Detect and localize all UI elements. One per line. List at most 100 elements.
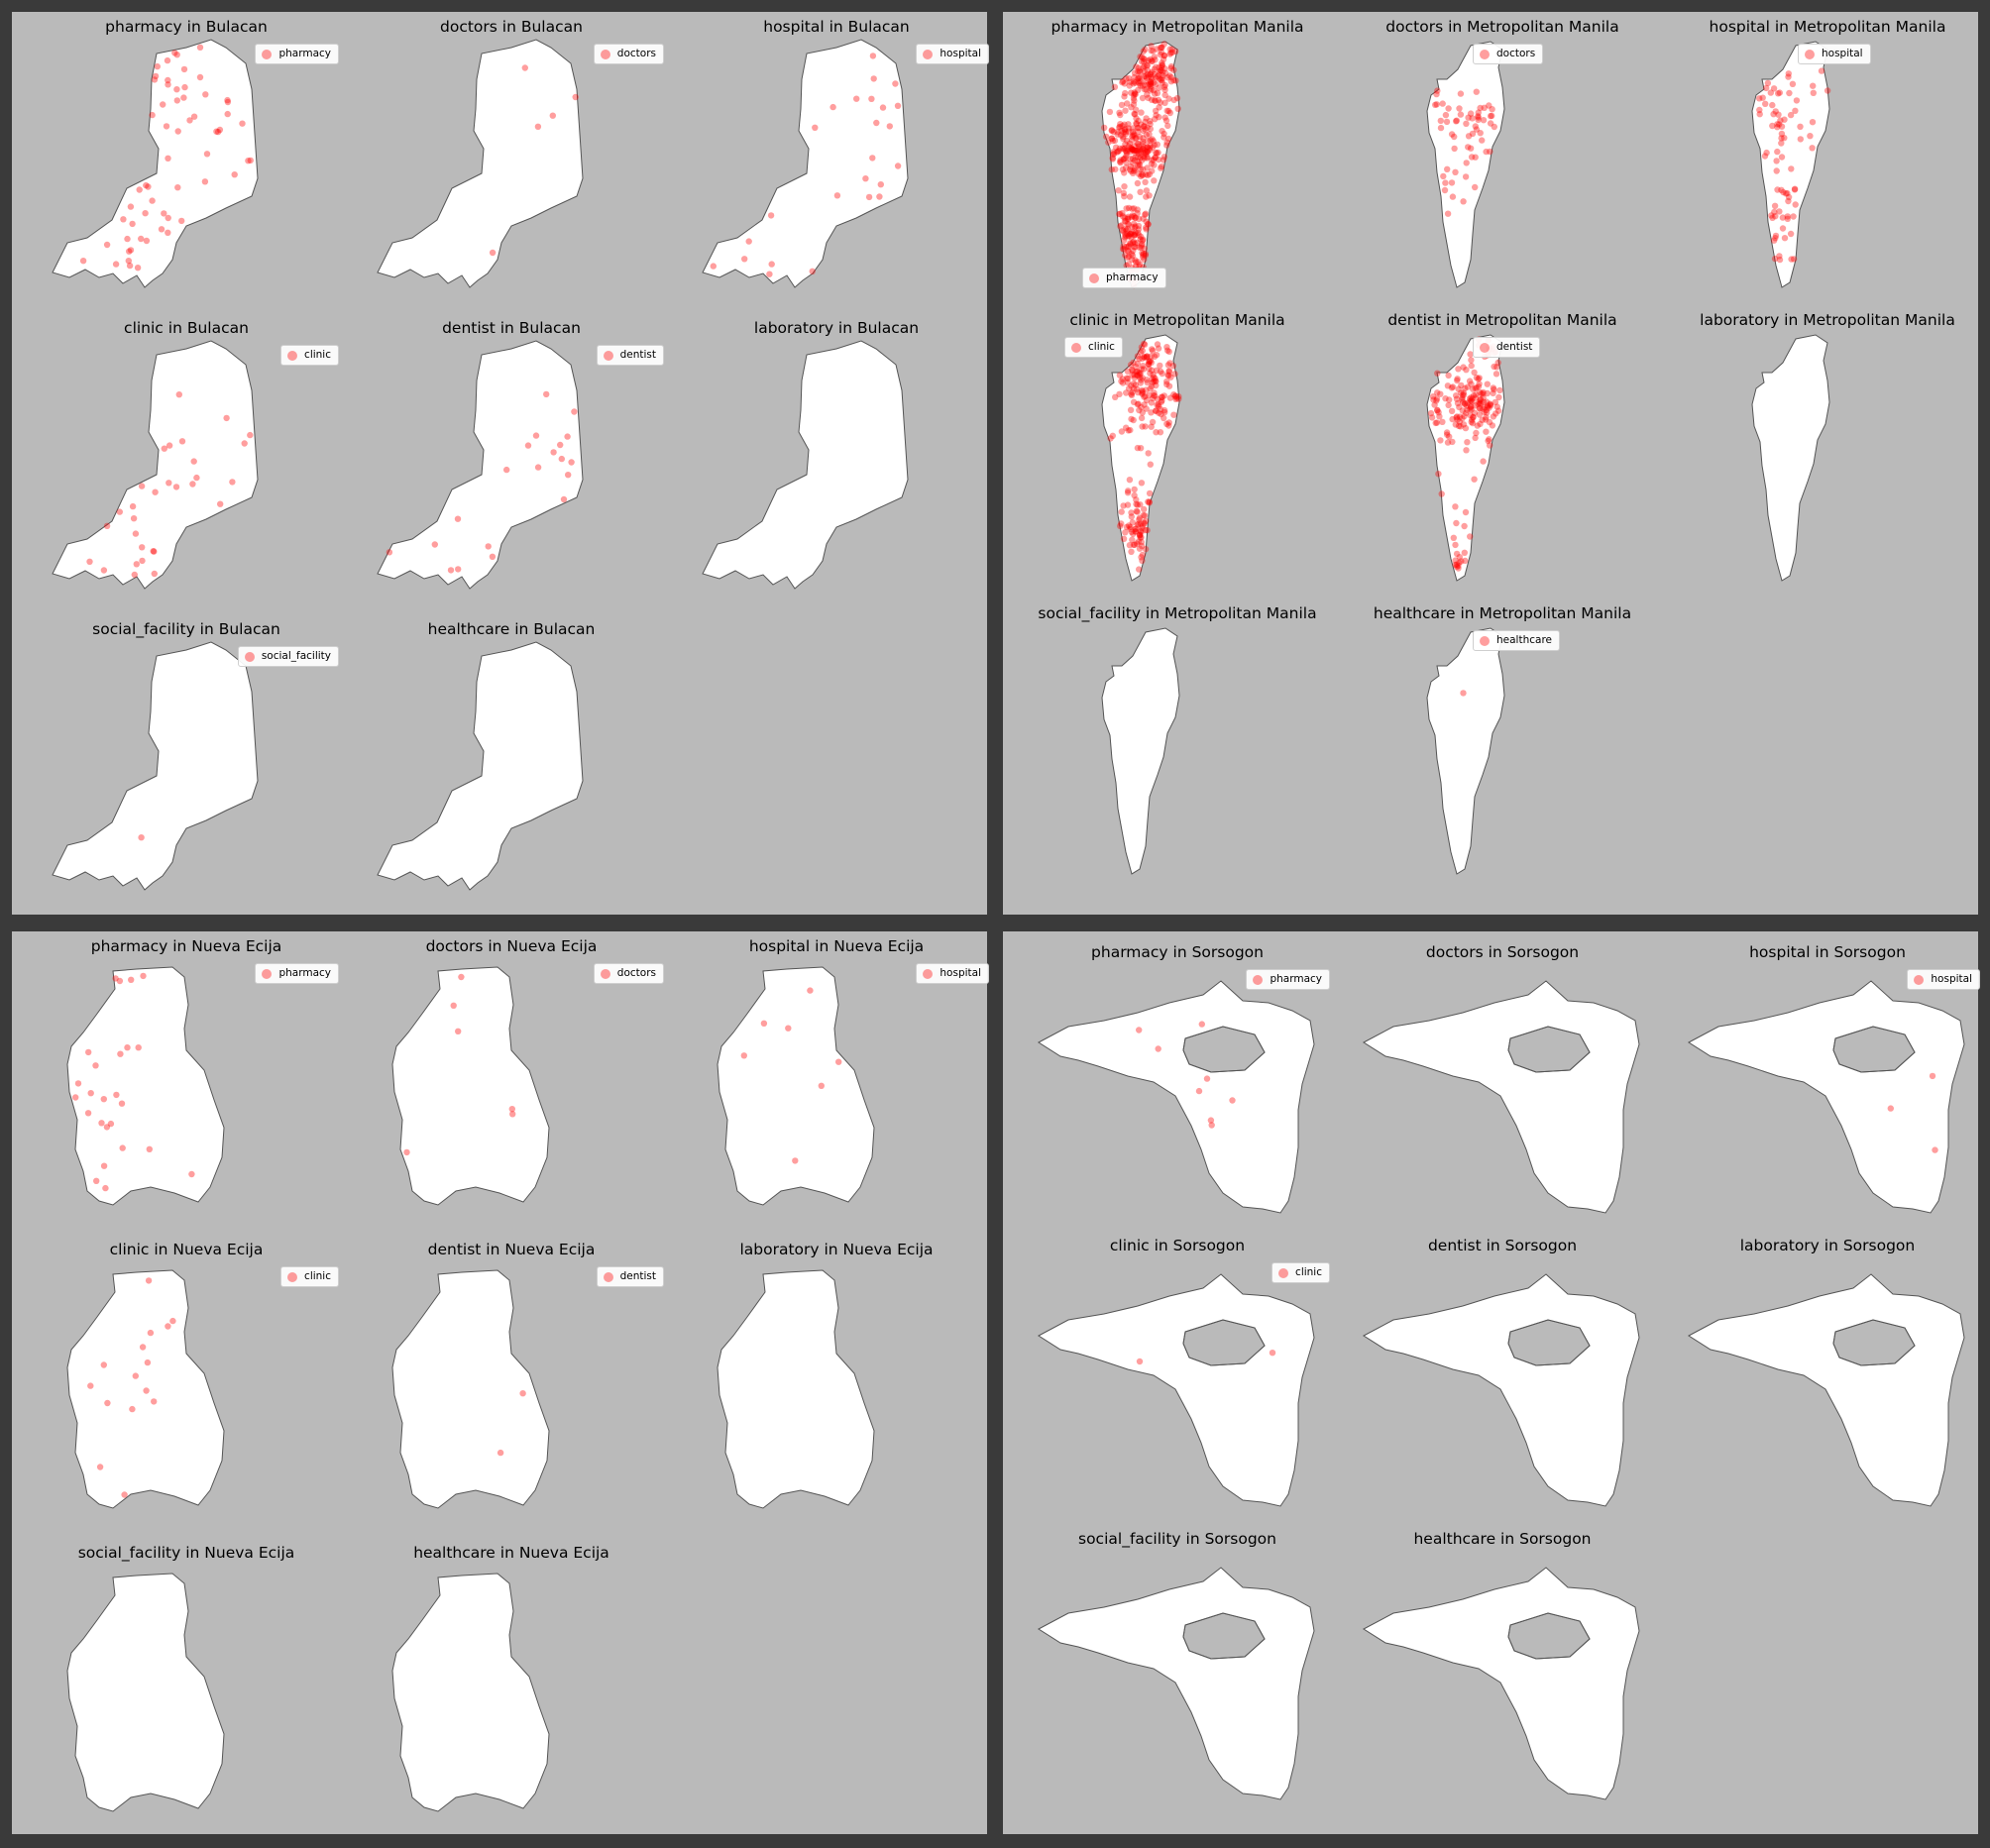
- subplot-title: pharmacy in Nueva Ecija: [90, 937, 282, 955]
- clinic-point: [1161, 408, 1168, 416]
- pharmacy-point: [85, 1048, 92, 1056]
- dentist-point: [1477, 420, 1484, 427]
- clinic-point: [1137, 370, 1144, 378]
- pharmacy-point: [158, 226, 166, 233]
- pharmacy-point: [1125, 128, 1132, 135]
- pharmacy-point: [1147, 142, 1154, 150]
- hospital-point: [1772, 213, 1779, 220]
- province-map: [1426, 627, 1505, 875]
- dentist-point: [558, 455, 565, 463]
- pharmacy-point: [1128, 104, 1135, 111]
- doctors-point: [1433, 101, 1440, 108]
- clinic-point: [1136, 514, 1144, 521]
- doctors-point: [1448, 179, 1456, 186]
- hospital-point: [1818, 67, 1825, 74]
- pharmacy-point: [1142, 56, 1149, 63]
- pharmacy-point: [1109, 156, 1117, 163]
- dentist-point: [1449, 383, 1457, 390]
- pharmacy-point: [1120, 129, 1127, 136]
- doctors-point: [1449, 193, 1457, 200]
- hospital-point: [892, 80, 899, 87]
- pharmacy-point: [1124, 247, 1131, 255]
- dentist-point: [1468, 380, 1475, 387]
- doctors-point: [1473, 126, 1481, 133]
- pharmacy-point: [1108, 127, 1116, 134]
- hospital-point: [1778, 130, 1786, 138]
- pharmacy-point: [1131, 89, 1138, 96]
- pharmacy-point: [1124, 215, 1132, 222]
- dentist-point: [503, 466, 510, 474]
- pharmacy-point: [1131, 69, 1139, 76]
- clinic-point: [104, 1399, 111, 1407]
- hospital-point: [1784, 189, 1791, 197]
- dentist-point: [1460, 389, 1467, 396]
- province-panel-bulacan: pharmacy in Bulacan pharmacy doctors in Bu…: [12, 12, 989, 915]
- province-boundary: [391, 966, 550, 1206]
- clinic-point: [1137, 501, 1144, 508]
- pharmacy-point: [1132, 244, 1139, 251]
- clinic-point: [1124, 501, 1132, 508]
- dentist-point: [1456, 418, 1463, 425]
- province-boundary: [702, 39, 909, 288]
- pharmacy-point: [112, 975, 119, 982]
- clinic-point: [1132, 528, 1139, 535]
- dentist-point: [1452, 421, 1459, 428]
- hospital-point: [1776, 208, 1783, 215]
- pharmacy-point: [1164, 122, 1171, 130]
- clinic-point: [1134, 508, 1141, 515]
- pharmacy-point: [1119, 165, 1127, 173]
- pharmacy-point: [113, 1091, 120, 1099]
- pharmacy-point: [140, 972, 147, 980]
- pharmacy-point: [1126, 140, 1134, 148]
- pharmacy-point: [1131, 73, 1138, 81]
- clinic-point: [1152, 407, 1160, 414]
- subplot-title: dentist in Sorsogon: [1427, 1237, 1578, 1254]
- dentist-point: [1472, 402, 1479, 409]
- dentist-point: [1467, 405, 1474, 412]
- dentist-point: [519, 1390, 526, 1397]
- legend: clinic: [280, 345, 339, 366]
- dentist-point: [557, 441, 564, 449]
- clinic-point: [1133, 507, 1140, 514]
- dentist-point: [386, 549, 393, 556]
- doctors-point: [1433, 90, 1440, 98]
- dentist-point: [1480, 405, 1487, 412]
- pharmacy-point: [1120, 156, 1128, 163]
- province-map: [1751, 41, 1831, 288]
- pharmacy-point: [149, 197, 156, 204]
- pharmacy-point: [1135, 74, 1142, 81]
- pharmacy-point: [1158, 64, 1165, 71]
- doctors-point: [1489, 106, 1495, 113]
- clinic-point: [1161, 414, 1167, 422]
- clinic-point: [151, 548, 158, 555]
- clinic-point: [1165, 368, 1172, 375]
- dentist-point: [1445, 372, 1452, 380]
- province-boundary: [1363, 980, 1640, 1214]
- dentist-point: [1459, 398, 1467, 405]
- clinic-point: [1128, 415, 1135, 423]
- pharmacy-point: [1128, 89, 1135, 96]
- pharmacy-point: [1103, 133, 1110, 141]
- pharmacy-point: [1132, 111, 1139, 118]
- pharmacy-point: [1166, 72, 1173, 79]
- pharmacy-point: [1154, 141, 1161, 148]
- pharmacy-point: [1110, 149, 1117, 156]
- pharmacy-point: [1137, 68, 1144, 75]
- pharmacy-point: [1150, 138, 1157, 145]
- clinic-point: [1159, 393, 1165, 400]
- dentist-point: [1452, 503, 1459, 510]
- doctors-point: [1469, 115, 1476, 122]
- clinic-point: [1159, 370, 1165, 378]
- province-map: [1363, 980, 1640, 1214]
- subplot-healthcare: healthcare in Nueva Ecija: [353, 1542, 670, 1839]
- pharmacy-point: [1147, 137, 1154, 144]
- clinic-point: [1146, 499, 1153, 506]
- pharmacy-point: [1125, 232, 1132, 239]
- hospital-point: [1790, 213, 1797, 220]
- clinic-point: [1157, 362, 1163, 370]
- pharmacy-point: [1120, 243, 1127, 250]
- dentist-point: [1473, 391, 1480, 398]
- hospital-point: [1756, 95, 1763, 102]
- dentist-point: [1435, 471, 1442, 478]
- clinic-point: [1175, 395, 1182, 402]
